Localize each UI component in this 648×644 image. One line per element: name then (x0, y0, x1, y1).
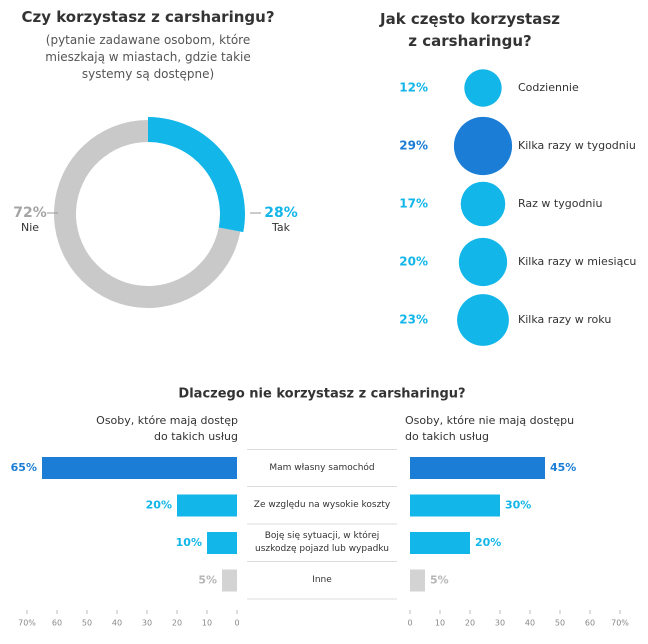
category-label: Kilka razy w tygodniu (518, 139, 636, 152)
x-tick-label: 30 (142, 619, 152, 628)
x-tick-label: 40 (525, 619, 535, 628)
chart-title: Dlaczego nie korzystasz z carsharingu? (178, 387, 465, 402)
category-label: Kilka razy w roku (518, 313, 611, 326)
bubble (458, 237, 508, 287)
category-label: Boję się sytuacji, w której uszkodzę poj… (255, 531, 389, 554)
x-tick-label: 70% (611, 619, 629, 628)
value-label: 45% (550, 461, 576, 474)
category-label: Tak (271, 221, 291, 234)
category-label: Mam własny samochód (269, 462, 375, 473)
value-label: 30% (505, 499, 531, 512)
category-label: Codziennie (518, 81, 579, 94)
bubble (460, 181, 506, 227)
donut-segment (148, 117, 245, 233)
x-tick-label: 60 (585, 619, 595, 628)
x-tick-label: 50 (555, 619, 565, 628)
x-tick-label: 30 (495, 619, 505, 628)
bar (207, 532, 237, 554)
bar (410, 494, 500, 517)
bubble (457, 294, 509, 346)
bar (42, 457, 237, 479)
value-label: 65% (11, 461, 37, 474)
bar (410, 532, 470, 554)
x-tick-label: 70% (18, 619, 36, 628)
chart-subtitle: (pytanie zadawane osobom, które mieszkaj… (45, 33, 251, 81)
x-tick-label: 0 (407, 619, 412, 628)
value-label: 5% (198, 574, 217, 587)
bar (410, 569, 425, 592)
x-tick-label: 10 (202, 619, 212, 628)
bubble (453, 116, 513, 176)
value-label: 5% (430, 574, 449, 587)
category-label: Nie (21, 221, 39, 234)
value-label: 20% (146, 499, 172, 512)
chart-title: Czy korzystasz z carsharingu? (21, 8, 275, 26)
x-tick-label: 60 (52, 619, 62, 628)
x-tick-label: 20 (465, 619, 475, 628)
value-label: 29% (399, 139, 428, 153)
category-label: Raz w tygodniu (518, 197, 602, 210)
category-label: Kilka razy w miesiącu (518, 255, 636, 268)
category-label: Ze względu na wysokie koszty (253, 500, 391, 510)
x-tick-label: 10 (435, 619, 445, 628)
series-heading: Osoby, które nie mają dostępu do takich … (405, 414, 575, 443)
value-label: 10% (176, 536, 202, 549)
bar (410, 457, 545, 479)
bar (177, 494, 237, 517)
x-tick-label: 0 (234, 619, 239, 628)
value-label: 28% (264, 205, 298, 221)
chart-title: Jak często korzystasz z carsharingu? (380, 10, 560, 50)
value-label: 23% (399, 313, 428, 327)
bar (222, 569, 237, 592)
x-tick-label: 40 (112, 619, 122, 628)
value-label: 20% (399, 255, 428, 269)
series-heading: Osoby, które mają dostęp do takich usług (96, 414, 238, 443)
value-label: 20% (475, 536, 501, 549)
category-label: Inne (312, 575, 332, 585)
value-label: 12% (399, 81, 428, 95)
value-label: 72% (13, 205, 47, 221)
x-tick-label: 20 (172, 619, 182, 628)
bubble (464, 69, 502, 107)
value-label: 17% (399, 197, 428, 211)
x-tick-label: 50 (82, 619, 92, 628)
